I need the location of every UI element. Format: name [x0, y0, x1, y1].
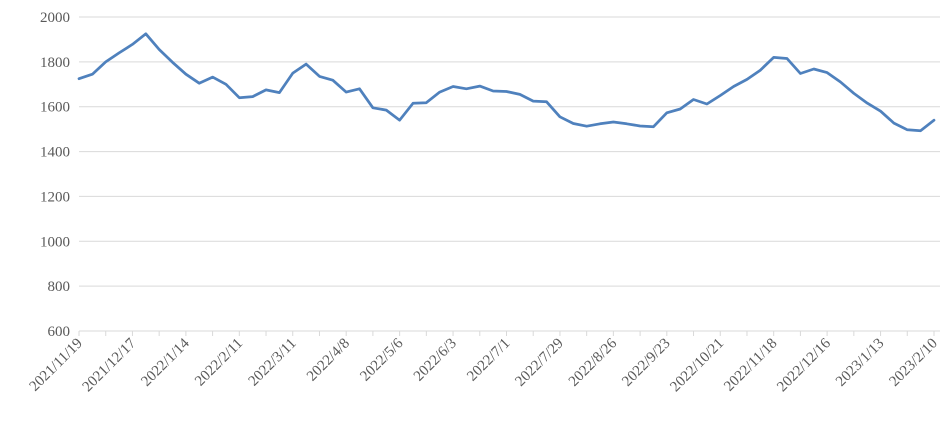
x-axis-tick-label: 2022/12/16 — [774, 335, 834, 395]
x-axis-tick-label: 2022/5/6 — [357, 335, 406, 384]
x-axis-tick-label: 2022/7/1 — [464, 336, 513, 385]
x-axis-tick-label: 2021/11/19 — [27, 336, 86, 395]
x-axis-tick-label: 2022/10/21 — [667, 336, 727, 396]
x-axis-ticks — [78, 331, 935, 336]
y-axis-tick-label: 1000 — [40, 234, 70, 250]
y-axis-tick-label: 1400 — [40, 145, 70, 161]
y-axis-tick-label: 600 — [48, 324, 71, 340]
x-axis-tick-label: 2022/3/11 — [246, 336, 300, 390]
gridlines — [79, 16, 940, 332]
y-axis-tick-label: 800 — [48, 279, 71, 295]
y-axis-tick-label: 2000 — [40, 10, 70, 26]
x-axis-tick-label: 2022/6/3 — [411, 336, 460, 385]
y-axis-tick-label: 1200 — [40, 189, 70, 205]
x-axis-tick-label: 2023/2/10 — [886, 336, 940, 390]
x-axis-tick-label: 2022/2/11 — [192, 336, 246, 390]
x-axis-tick-label: 2021/12/17 — [80, 335, 140, 395]
x-axis-tick-label: 2022/8/26 — [566, 335, 621, 390]
x-axis-tick-label: 2022/7/29 — [512, 336, 566, 390]
x-axis-tick-label: 2022/11/18 — [721, 336, 780, 395]
x-axis-tick-label: 2022/9/23 — [619, 336, 673, 390]
x-axis-tick-label: 2023/1/13 — [833, 336, 887, 390]
y-axis-labels: 600 800 1000 1200 1400 1600 1800 2000 — [40, 10, 70, 340]
x-axis-tick-label: 2022/4/8 — [304, 336, 353, 385]
x-axis-tick-label: 2022/1/14 — [138, 335, 193, 390]
y-axis-tick-label: 1600 — [40, 100, 70, 116]
y-axis-tick-label: 1800 — [40, 55, 70, 71]
data-series-line — [77, 32, 936, 133]
